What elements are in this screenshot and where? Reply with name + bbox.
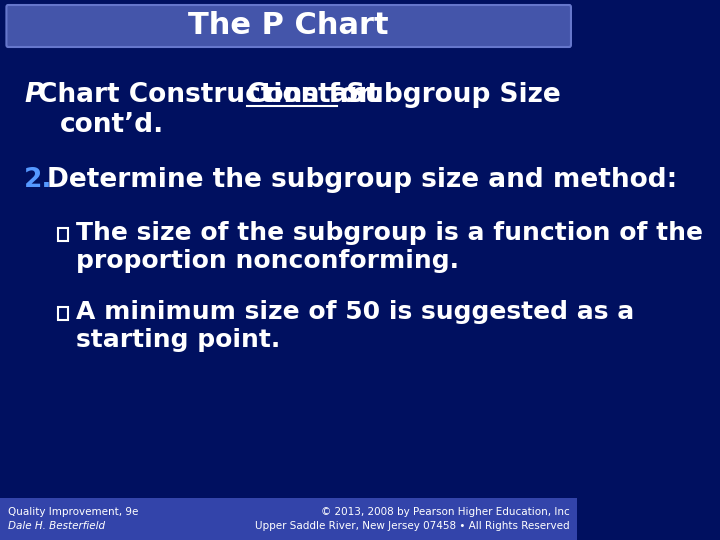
Text: Chart Construction for: Chart Construction for: [37, 82, 380, 108]
Text: Dale H. Besterfield: Dale H. Besterfield: [8, 521, 105, 531]
Text: cont’d.: cont’d.: [60, 112, 164, 138]
Text: P: P: [24, 82, 43, 108]
FancyBboxPatch shape: [6, 5, 571, 47]
Text: starting point.: starting point.: [76, 328, 280, 352]
Text: Subgroup Size: Subgroup Size: [337, 82, 561, 108]
Bar: [58, 307, 68, 320]
Text: The P Chart: The P Chart: [189, 11, 389, 40]
Text: proportion nonconforming.: proportion nonconforming.: [76, 249, 459, 273]
Text: Determine the subgroup size and method:: Determine the subgroup size and method:: [47, 167, 677, 193]
Text: Quality Improvement, 9e: Quality Improvement, 9e: [8, 507, 138, 517]
Text: The size of the subgroup is a function of the: The size of the subgroup is a function o…: [76, 221, 703, 245]
Text: © 2013, 2008 by Pearson Higher Education, Inc: © 2013, 2008 by Pearson Higher Education…: [320, 507, 570, 517]
Text: Upper Saddle River, New Jersey 07458 • All Rights Reserved: Upper Saddle River, New Jersey 07458 • A…: [255, 521, 570, 531]
Bar: [58, 228, 68, 241]
Text: Constant: Constant: [247, 82, 381, 108]
Text: 2.: 2.: [24, 167, 53, 193]
Text: A minimum size of 50 is suggested as a: A minimum size of 50 is suggested as a: [76, 300, 634, 324]
Bar: [0, 498, 577, 540]
